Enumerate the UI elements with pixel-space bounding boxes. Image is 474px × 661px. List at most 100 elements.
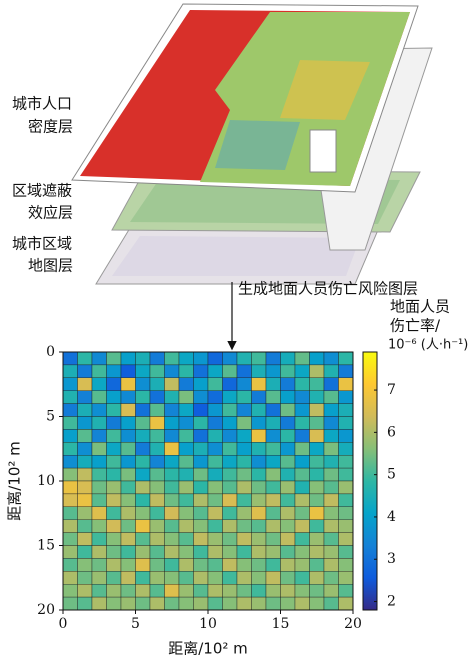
heatmap-cell <box>120 532 136 546</box>
heatmap-cell <box>265 596 281 611</box>
heatmap-cell <box>323 558 339 572</box>
heatmap-cell <box>149 442 165 456</box>
map-layer-content <box>112 236 360 276</box>
heatmap-cell <box>207 455 223 469</box>
heatmap-cell <box>309 429 325 443</box>
heatmap-cell <box>120 416 136 430</box>
heatmap-cell <box>265 532 281 546</box>
heatmap-cell <box>135 364 151 378</box>
heatmap-cell <box>323 596 339 611</box>
heatmap-cell <box>323 519 339 533</box>
heatmap-cell <box>251 493 267 507</box>
heatmap-cell <box>77 493 93 507</box>
heatmap-cell <box>135 390 151 404</box>
colorbar-tick-label: 3 <box>387 551 396 567</box>
heatmap-cell <box>338 519 354 533</box>
colorbar-label: 地面人员 <box>390 298 450 316</box>
heatmap-cell <box>236 571 252 585</box>
heatmap-cell <box>91 364 107 378</box>
heatmap-cell <box>193 364 209 378</box>
heatmap-cell <box>149 403 165 417</box>
heatmap-cell <box>338 377 354 391</box>
heatmap-cell <box>222 480 238 495</box>
heatmap-cell <box>309 558 325 572</box>
density-legend <box>309 129 337 173</box>
heatmap-cell <box>164 519 180 533</box>
heatmap-cell <box>164 545 180 559</box>
heatmap-cell <box>294 584 310 598</box>
heatmap-cell <box>294 571 310 585</box>
heatmap-cell <box>265 416 281 430</box>
heatmap-cell <box>164 532 180 546</box>
heatmap-cell <box>207 596 223 611</box>
heatmap-cell <box>77 351 93 366</box>
colorbar-tick-label: 2 <box>387 594 396 610</box>
heatmap-cell <box>62 429 78 443</box>
heatmap-cell <box>251 390 267 404</box>
heatmap-cell <box>236 584 252 598</box>
heatmap-cell <box>236 519 252 533</box>
heatmap-cell <box>149 545 165 559</box>
heatmap-cell <box>251 584 267 598</box>
heatmap-cell <box>106 351 122 366</box>
heatmap-cell <box>135 493 151 507</box>
heatmap-cell <box>294 493 310 507</box>
heatmap-cell <box>164 403 180 417</box>
heatmap-cell <box>135 545 151 559</box>
x-tick-label: 5 <box>131 616 140 632</box>
heatmap-cell <box>164 455 180 469</box>
heatmap-cell <box>62 377 78 391</box>
heatmap-cell <box>120 519 136 533</box>
heatmap-cell <box>323 493 339 507</box>
heatmap-cell <box>294 558 310 572</box>
density-yellow <box>280 60 370 120</box>
heatmap-cell <box>323 584 339 598</box>
heatmap-cell <box>106 455 122 469</box>
heatmap-cell <box>222 467 238 482</box>
heatmap-cell <box>106 506 122 520</box>
heatmap-cell <box>338 467 354 482</box>
heatmap-cell <box>135 584 151 598</box>
heatmap-cell <box>294 545 310 559</box>
heatmap-cell <box>106 558 122 572</box>
y-tick-label: 10 <box>37 473 55 489</box>
heatmap-cell <box>178 480 194 495</box>
heatmap-cell <box>207 390 223 404</box>
heatmap-cell <box>265 403 281 417</box>
heatmap-cell <box>164 377 180 391</box>
heatmap-cell <box>77 584 93 598</box>
heatmap-cell <box>207 351 223 366</box>
heatmap-cell <box>77 571 93 585</box>
heatmap-cell <box>62 351 78 366</box>
heatmap-cell <box>323 416 339 430</box>
heatmap-cell <box>62 506 78 520</box>
heatmap-cell <box>323 455 339 469</box>
heatmap-cell <box>207 377 223 391</box>
heatmap-cell <box>251 506 267 520</box>
heatmap-cell <box>338 493 354 507</box>
heatmap-cell <box>207 467 223 482</box>
heatmap-cell <box>222 442 238 456</box>
heatmap-cell <box>207 532 223 546</box>
heatmap-cell <box>222 364 238 378</box>
density-teal <box>215 120 300 170</box>
heatmap-cell <box>178 584 194 598</box>
heatmap-cell <box>193 377 209 391</box>
heatmap-cell <box>309 571 325 585</box>
heatmap-cell <box>323 545 339 559</box>
heatmap-cell <box>294 429 310 443</box>
heatmap-cell <box>178 403 194 417</box>
heatmap-cell <box>77 480 93 495</box>
heatmap-cell <box>106 545 122 559</box>
heatmap-cell <box>309 390 325 404</box>
heatmap-cell <box>338 442 354 456</box>
heatmap-cell <box>149 596 165 611</box>
heatmap-cell <box>120 403 136 417</box>
heatmap-cell <box>91 571 107 585</box>
heatmap-cell <box>106 571 122 585</box>
heatmap-cell <box>251 403 267 417</box>
heatmap-cell <box>149 571 165 585</box>
heatmap-cell <box>164 351 180 366</box>
heatmap-cell <box>193 596 209 611</box>
heatmap-cell <box>135 467 151 482</box>
